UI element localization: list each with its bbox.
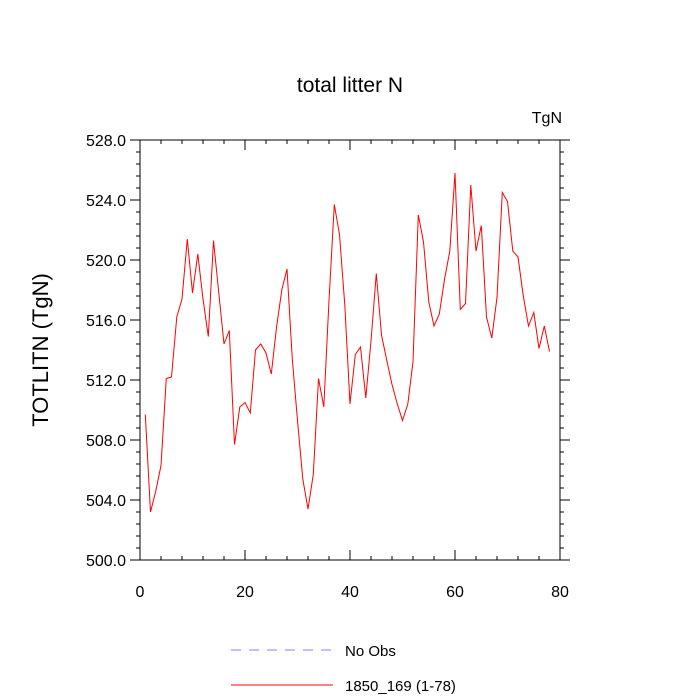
legend-label-1850-169: 1850_169 (1-78) bbox=[345, 678, 456, 695]
series-layer bbox=[144, 172, 550, 513]
y-tick-label: 528.0 bbox=[86, 133, 126, 150]
y-axis-label: TOTLITN (TgN) bbox=[28, 273, 53, 427]
x-tick-label: 60 bbox=[446, 584, 464, 601]
x-tick-label: 0 bbox=[136, 584, 145, 601]
y-tick-label: 512.0 bbox=[86, 373, 126, 390]
plot-frame bbox=[139, 139, 561, 561]
y-tick-label: 500.0 bbox=[86, 553, 126, 570]
y-tick-label: 508.0 bbox=[86, 433, 126, 450]
x-tick-label: 80 bbox=[551, 584, 569, 601]
y-axis-ticks: 500.0 504.0 508.0 512.0 516.0 520.0 524.0 528.0 bbox=[86, 133, 570, 570]
x-tick-label: 40 bbox=[341, 584, 359, 601]
units-label: TgN bbox=[532, 110, 562, 127]
legend-label-no-obs: No Obs bbox=[345, 643, 396, 660]
x-tick-label: 20 bbox=[236, 584, 254, 601]
y-tick-label: 516.0 bbox=[86, 313, 126, 330]
minor-ticks bbox=[136, 140, 564, 560]
y-tick-label: 504.0 bbox=[86, 493, 126, 510]
chart-title: total litter N bbox=[297, 74, 403, 97]
y-tick-label: 520.0 bbox=[86, 253, 126, 270]
x-axis-ticks: 0 20 40 60 80 bbox=[136, 140, 569, 601]
y-tick-label: 524.0 bbox=[86, 193, 126, 210]
series-line bbox=[144, 172, 550, 513]
legend: No Obs 1850_169 (1-78) bbox=[231, 643, 456, 695]
plot-border bbox=[139, 139, 561, 561]
